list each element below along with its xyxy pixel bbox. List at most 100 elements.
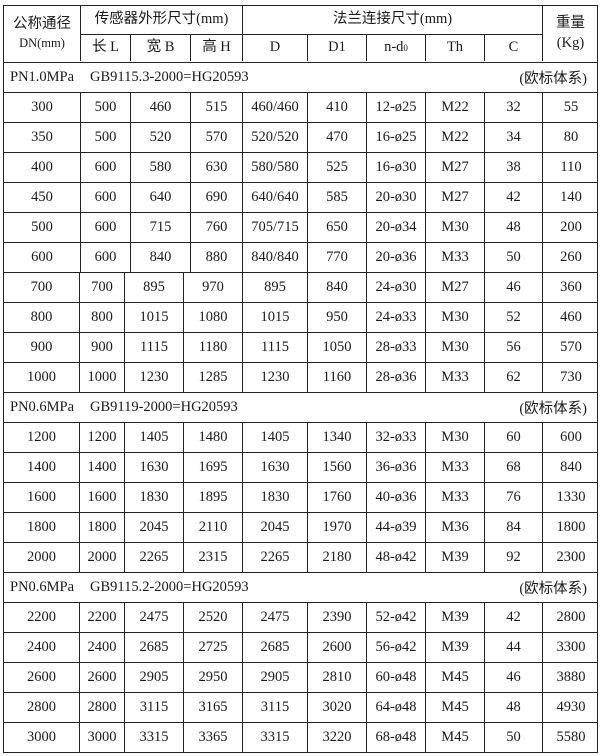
cell-dn: 450 xyxy=(31,189,53,205)
cell-d: 2475 xyxy=(242,603,307,632)
cell-height-h: 3365 xyxy=(183,723,242,752)
cell-c: 34 xyxy=(484,123,542,152)
cell-dn: 350 xyxy=(31,129,53,145)
cell-height-h: 1080 xyxy=(183,303,242,332)
cell-c: 56 xyxy=(484,333,542,362)
cell-c: 84 xyxy=(484,513,542,542)
cell-th: M30 xyxy=(425,333,484,362)
sensor-dimensions-header: 传感器外形尺寸(mm) xyxy=(80,6,242,34)
cell-length-l: 600 xyxy=(80,153,130,182)
cell-n-d0: 44-ø39 xyxy=(366,513,425,542)
cell-length-l: 1200 xyxy=(79,423,124,452)
column-header-label: D xyxy=(269,39,281,56)
table-row: 1800 1800 2045 2110 2045 1970 44-ø39 M36 84 1800 xyxy=(3,513,598,543)
cell-d1: 585 xyxy=(307,183,366,212)
cell-d1: 1050 xyxy=(307,333,366,362)
cell-height-h: 1695 xyxy=(183,453,242,482)
cell-weight: 570 xyxy=(542,333,599,362)
cell-weight: 2800 xyxy=(542,603,599,632)
cell-n-d0: 20-ø36 xyxy=(366,243,425,272)
column-header-label: C xyxy=(508,39,519,56)
table-row: 2000 2000 2265 2315 2265 2180 48-ø42 M39 92 2300 xyxy=(3,543,598,573)
cell-weight: 840 xyxy=(542,453,599,482)
cell-c: 50 xyxy=(484,723,542,752)
cell-th: M33 xyxy=(425,363,484,392)
cell-weight: 3300 xyxy=(542,633,599,662)
cell-d1: 470 xyxy=(307,123,366,152)
cell-d1: 2390 xyxy=(307,603,366,632)
flange-standard: GB9115.2-2000=HG20593 xyxy=(90,579,249,595)
table-row: 1000 1000 1230 1285 1230 1160 28-ø36 M33 62 730 xyxy=(3,363,598,393)
cell-c: 48 xyxy=(484,693,542,722)
cell-th: M33 xyxy=(425,483,484,512)
column-header-label: D1 xyxy=(328,39,346,56)
cell-th: M30 xyxy=(425,423,484,452)
cell-height-h: 1285 xyxy=(183,363,242,392)
cell-length-l: 2000 xyxy=(79,543,124,572)
column-header-c: C xyxy=(484,34,542,61)
cell-width-b: 520 xyxy=(130,123,190,152)
cell-width-b: 3315 xyxy=(124,723,183,752)
cell-length-l: 600 xyxy=(80,213,130,242)
cell-width-b: 1115 xyxy=(124,333,183,362)
cell-dn: 300 xyxy=(31,99,53,115)
cell-d1: 2180 xyxy=(307,543,366,572)
cell-height-h: 760 xyxy=(190,213,242,242)
cell-n-d0: 52-ø42 xyxy=(366,603,425,632)
cell-length-l: 900 xyxy=(79,333,124,362)
cell-length-l: 500 xyxy=(80,123,130,152)
cell-c: 68 xyxy=(484,453,542,482)
column-header-width-b: 宽 B xyxy=(130,34,190,61)
cell-weight: 110 xyxy=(542,153,599,182)
flange-dimensions-header: 法兰连接尺寸(mm) xyxy=(242,6,542,34)
cell-length-l: 2200 xyxy=(79,603,124,632)
cell-length-l: 1400 xyxy=(79,453,124,482)
cell-c: 92 xyxy=(484,543,542,572)
table-row: 400 600 580 630 580/580 525 16-ø30 M27 38 110 xyxy=(3,153,598,183)
cell-dn: 2000 xyxy=(27,549,56,565)
cell-d1: 1760 xyxy=(307,483,366,512)
cell-width-b: 2685 xyxy=(124,633,183,662)
weight-unit: (Kg) xyxy=(556,34,585,51)
cell-width-b: 1405 xyxy=(124,423,183,452)
cell-width-b: 1830 xyxy=(124,483,183,512)
cell-c: 32 xyxy=(484,93,542,122)
table-row: 2800 2800 3115 3165 3115 3020 64-ø48 M45 48 4930 xyxy=(3,693,598,723)
cell-n-d0: 36-ø36 xyxy=(366,453,425,482)
table-row: 350 500 520 570 520/520 470 16-ø25 M22 34 80 xyxy=(3,123,598,153)
cell-weight: 360 xyxy=(542,273,599,302)
cell-d1: 3220 xyxy=(307,723,366,752)
cell-dn: 400 xyxy=(31,159,53,175)
cell-dn: 1600 xyxy=(27,489,56,505)
cell-th: M30 xyxy=(425,303,484,332)
cell-d1: 650 xyxy=(307,213,366,242)
cell-length-l: 1000 xyxy=(79,363,124,392)
cell-height-h: 970 xyxy=(183,273,242,302)
cell-th: M22 xyxy=(425,123,484,152)
cell-c: 52 xyxy=(484,303,542,332)
cell-weight: 260 xyxy=(542,243,599,272)
cell-weight: 460 xyxy=(542,303,599,332)
cell-n-d0: 24-ø33 xyxy=(366,303,425,332)
cell-dn: 3000 xyxy=(27,729,56,745)
column-header-label: 长 L xyxy=(92,39,119,56)
cell-dn: 2800 xyxy=(27,699,56,715)
flange-standard: GB9119-2000=HG20593 xyxy=(90,399,238,415)
column-header-length-l: 长 L xyxy=(80,34,130,61)
cell-length-l: 500 xyxy=(80,93,130,122)
cell-d1: 1970 xyxy=(307,513,366,542)
cell-n-d0: 48-ø42 xyxy=(366,543,425,572)
cell-n-d0: 32-ø33 xyxy=(366,423,425,452)
cell-width-b: 895 xyxy=(124,273,183,302)
cell-th: M39 xyxy=(425,543,484,572)
dimension-table: 公称通径 DN(mm) 传感器外形尺寸(mm) 法兰连接尺寸(mm) 重量 (K… xyxy=(3,5,598,753)
cell-c: 42 xyxy=(484,603,542,632)
cell-th: M39 xyxy=(425,603,484,632)
cell-weight: 730 xyxy=(542,363,599,392)
column-header-d: D xyxy=(242,34,307,61)
cell-d1: 1340 xyxy=(307,423,366,452)
table-row: 2200 2200 2475 2520 2475 2390 52-ø42 M39 42 2800 xyxy=(3,603,598,633)
dn-label: 公称通径 xyxy=(13,16,71,33)
cell-height-h: 880 xyxy=(190,243,242,272)
cell-height-h: 1895 xyxy=(183,483,242,512)
